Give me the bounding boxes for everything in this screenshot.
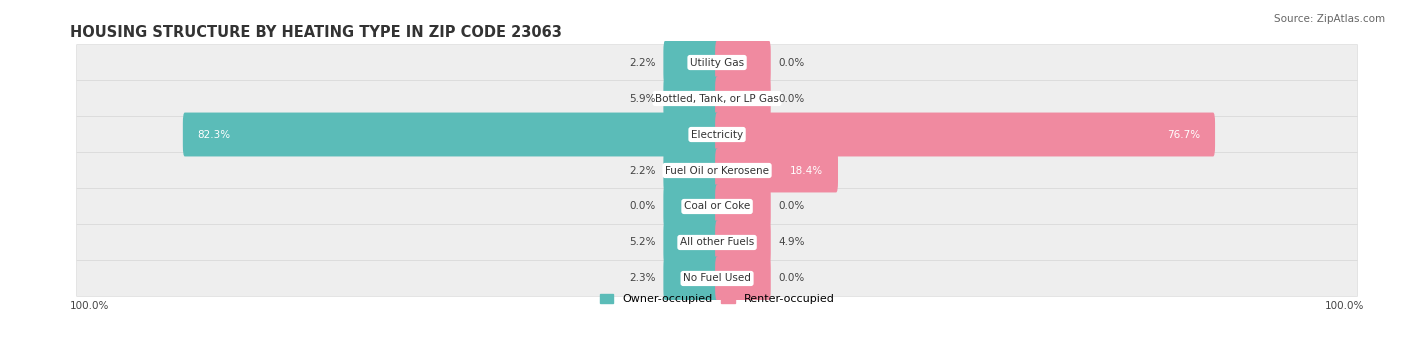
Text: No Fuel Used: No Fuel Used <box>683 273 751 283</box>
FancyBboxPatch shape <box>716 149 838 192</box>
FancyBboxPatch shape <box>76 261 1358 296</box>
Text: 100.0%: 100.0% <box>1324 301 1364 311</box>
FancyBboxPatch shape <box>76 80 1358 117</box>
Text: All other Fuels: All other Fuels <box>681 237 754 248</box>
Legend: Owner-occupied, Renter-occupied: Owner-occupied, Renter-occupied <box>596 291 838 308</box>
Text: 82.3%: 82.3% <box>198 130 231 139</box>
Text: Bottled, Tank, or LP Gas: Bottled, Tank, or LP Gas <box>655 93 779 104</box>
Text: 4.9%: 4.9% <box>779 237 806 248</box>
FancyBboxPatch shape <box>76 224 1358 261</box>
Text: Coal or Coke: Coal or Coke <box>683 202 751 211</box>
FancyBboxPatch shape <box>664 77 718 120</box>
Text: 2.2%: 2.2% <box>628 165 655 176</box>
Text: 0.0%: 0.0% <box>779 93 804 104</box>
Text: Electricity: Electricity <box>690 130 744 139</box>
FancyBboxPatch shape <box>664 41 718 85</box>
Text: Fuel Oil or Kerosene: Fuel Oil or Kerosene <box>665 165 769 176</box>
Text: 5.9%: 5.9% <box>628 93 655 104</box>
FancyBboxPatch shape <box>76 152 1358 189</box>
FancyBboxPatch shape <box>76 117 1358 152</box>
Text: 0.0%: 0.0% <box>779 202 804 211</box>
Text: 0.0%: 0.0% <box>779 273 804 283</box>
Text: 100.0%: 100.0% <box>70 301 110 311</box>
Text: 0.0%: 0.0% <box>779 58 804 68</box>
FancyBboxPatch shape <box>716 41 770 85</box>
FancyBboxPatch shape <box>183 113 718 157</box>
FancyBboxPatch shape <box>76 189 1358 224</box>
Text: Utility Gas: Utility Gas <box>690 58 744 68</box>
FancyBboxPatch shape <box>716 77 770 120</box>
Text: 2.2%: 2.2% <box>628 58 655 68</box>
FancyBboxPatch shape <box>664 221 718 265</box>
FancyBboxPatch shape <box>716 113 1215 157</box>
FancyBboxPatch shape <box>716 184 770 228</box>
Text: 18.4%: 18.4% <box>790 165 823 176</box>
FancyBboxPatch shape <box>76 45 1358 80</box>
Text: Source: ZipAtlas.com: Source: ZipAtlas.com <box>1274 14 1385 24</box>
FancyBboxPatch shape <box>716 221 770 265</box>
Text: 5.2%: 5.2% <box>628 237 655 248</box>
Text: HOUSING STRUCTURE BY HEATING TYPE IN ZIP CODE 23063: HOUSING STRUCTURE BY HEATING TYPE IN ZIP… <box>70 25 562 40</box>
Text: 2.3%: 2.3% <box>628 273 655 283</box>
Text: 76.7%: 76.7% <box>1167 130 1201 139</box>
FancyBboxPatch shape <box>664 149 718 192</box>
Text: 0.0%: 0.0% <box>630 202 655 211</box>
FancyBboxPatch shape <box>664 256 718 300</box>
FancyBboxPatch shape <box>664 184 718 228</box>
FancyBboxPatch shape <box>716 256 770 300</box>
